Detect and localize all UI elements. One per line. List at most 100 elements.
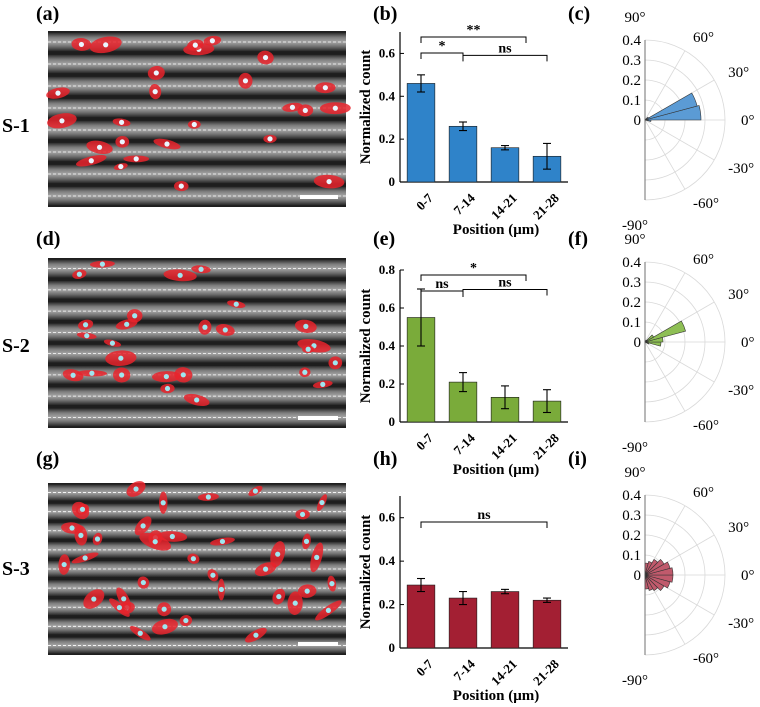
polar-angle-label: -90° — [622, 673, 648, 689]
polar-r-tick-label: 0.1 — [622, 548, 641, 564]
polar-angle-label: 0° — [741, 568, 755, 584]
x-tick-label: 14-21 — [488, 656, 520, 688]
panel-letter-g: (g) — [36, 448, 59, 470]
significance-bracket — [462, 54, 548, 62]
x-axis-label: Position (μm) — [453, 688, 539, 704]
cell-nucleus — [91, 596, 97, 602]
cell-nucleus — [161, 606, 167, 612]
polar-spoke — [644, 119, 715, 161]
polar-r-tick-label: 0.2 — [622, 528, 641, 544]
cell-nucleus — [319, 499, 325, 506]
cell-nucleus — [61, 561, 67, 568]
channel-lane — [48, 164, 346, 184]
significance-label: * — [439, 39, 446, 54]
cell-nucleus — [183, 617, 189, 624]
cell-nucleus — [233, 301, 239, 307]
cell-nucleus — [164, 141, 170, 147]
polar-r-tick-label: 0.1 — [622, 93, 641, 109]
scale-bar — [298, 642, 338, 646]
cell-nucleus — [210, 572, 216, 578]
polar-angle-label: 60° — [693, 485, 714, 501]
cell-nucleus — [299, 511, 306, 518]
y-axis-label: Normalized count — [358, 289, 374, 404]
y-tick-label: 0.4 — [379, 338, 396, 353]
cell-nucleus — [70, 372, 76, 378]
cell-nucleus — [303, 323, 309, 329]
panel-letter-e: (e) — [373, 228, 395, 250]
cell-nucleus — [118, 163, 124, 170]
cell-nucleus — [326, 178, 332, 185]
cell-nucleus — [140, 523, 146, 529]
significance-label: ns — [435, 277, 449, 292]
x-tick-label: 7-14 — [450, 190, 478, 218]
channel-lane — [48, 186, 346, 206]
polar-r-tick-label: 0 — [634, 113, 642, 129]
cell-nucleus — [302, 107, 308, 114]
polar-spoke — [644, 50, 686, 121]
cell-nucleus — [329, 581, 335, 587]
panel-letter-h: (h) — [373, 448, 397, 470]
bar — [448, 125, 478, 183]
significance-bracket — [420, 36, 527, 43]
polar-angle-label: 60° — [693, 252, 714, 268]
cell-nucleus — [88, 158, 94, 164]
panel-letter-d: (d) — [36, 228, 60, 250]
bar — [406, 83, 436, 183]
polar-angle-label: -90° — [622, 440, 648, 456]
y-tick-label: 0 — [389, 640, 396, 655]
channel-lane — [48, 503, 346, 520]
y-tick-label: 0.2 — [379, 376, 395, 391]
y-tick-label: 0.4 — [379, 88, 396, 103]
channel-lane — [48, 408, 346, 427]
bar-chart-e: 0 0.2 0.4 0.6 0.8 0-7 7-14 14-21 21-28 Normalized… — [358, 261, 568, 478]
polar-wedge — [644, 561, 671, 576]
polar-wedge — [644, 334, 655, 343]
polar-angle-label: -30° — [728, 161, 754, 177]
cell-nucleus — [162, 624, 168, 630]
cell-nucleus — [133, 156, 139, 162]
cell-nucleus — [152, 539, 158, 545]
scale-bar — [300, 195, 338, 199]
cell-nucleus — [292, 600, 298, 606]
polar-wedge — [644, 320, 686, 343]
panel-letter-a: (a) — [36, 3, 59, 25]
cell-nucleus — [305, 346, 311, 352]
channel-lane — [48, 522, 346, 539]
polar-r-tick-label: 0.4 — [622, 488, 641, 504]
x-tick-label: 7-14 — [450, 656, 478, 684]
cell-nucleus — [140, 579, 146, 586]
cell-nucleus — [118, 355, 124, 361]
polar-angle-label: 30° — [728, 65, 749, 81]
polar-angle-label: 30° — [728, 287, 749, 303]
cell-nucleus — [304, 588, 310, 594]
cell-nucleus — [262, 54, 269, 61]
significance-bracket — [420, 521, 548, 528]
cell-nucleus — [314, 554, 320, 560]
channel-lane — [48, 637, 346, 654]
bar — [448, 597, 478, 649]
micrograph-s2 — [48, 258, 346, 428]
cell-nucleus — [276, 593, 282, 600]
cell-nucleus — [76, 271, 82, 277]
cell-nucleus — [82, 322, 89, 328]
y-tick-label: 0 — [389, 174, 396, 189]
cell-nucleus — [289, 104, 296, 110]
cell-nucleus — [89, 370, 95, 376]
polar-chart-c: 0 0.1 0.2 0.3 0.4 90° 60° 30° 0° -30° -60° -90° — [622, 10, 755, 234]
cell-nucleus — [152, 89, 158, 95]
significance-label: ns — [498, 41, 512, 56]
polar-r-tick-label: 0.3 — [622, 508, 641, 524]
polar-r-tick-label: 0.2 — [622, 73, 641, 89]
cell-nucleus — [253, 632, 259, 638]
x-tick-label: 21-28 — [530, 656, 562, 688]
polar-angle-label: -60° — [693, 418, 719, 434]
panel-letter-f: (f) — [568, 228, 588, 250]
cell-nucleus — [325, 607, 332, 614]
channel-lane — [48, 560, 346, 578]
polar-angle-label: 60° — [693, 30, 714, 46]
cell-nucleus — [332, 105, 338, 111]
significance-label: * — [470, 261, 477, 276]
cell-nucleus — [153, 70, 159, 76]
cell-nucleus — [262, 566, 269, 572]
cell-nucleus — [209, 38, 215, 44]
